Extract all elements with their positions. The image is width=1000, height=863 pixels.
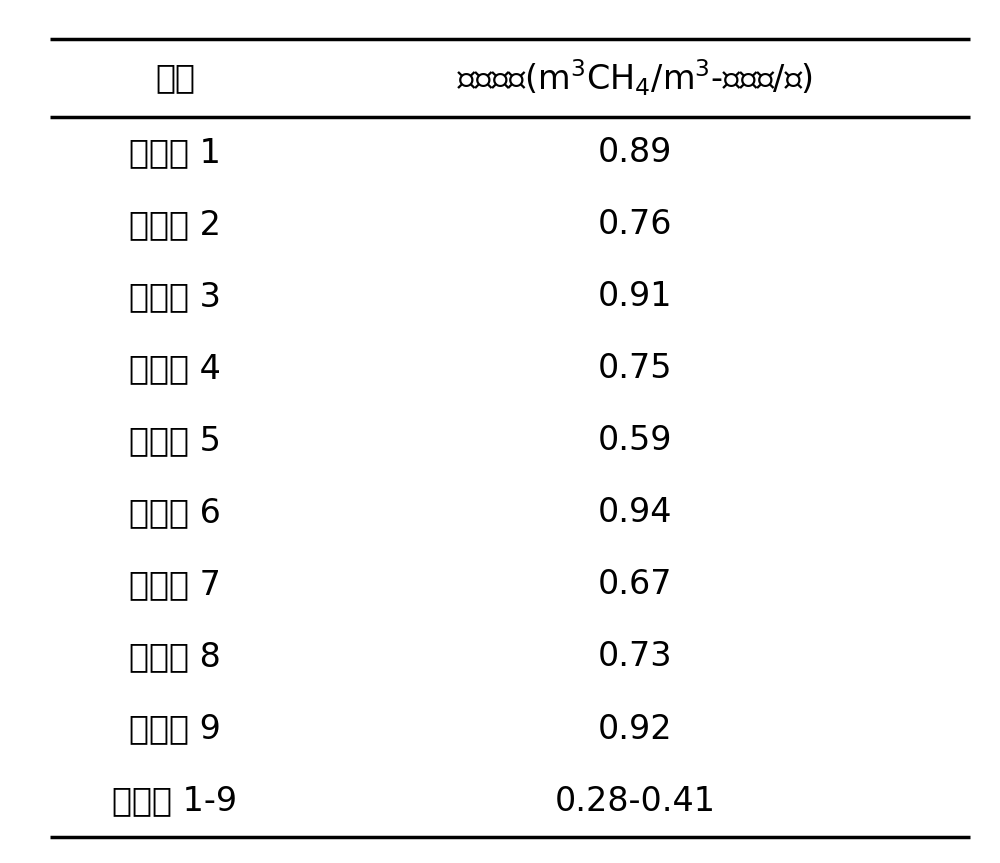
Text: 实施例 6: 实施例 6 bbox=[129, 496, 221, 529]
Text: 实施例 7: 实施例 7 bbox=[129, 569, 221, 602]
Text: 0.59: 0.59 bbox=[598, 425, 672, 457]
Text: 实施例 1: 实施例 1 bbox=[129, 136, 221, 169]
Text: 0.94: 0.94 bbox=[598, 496, 672, 529]
Text: 编号: 编号 bbox=[155, 61, 195, 94]
Text: 实施例 2: 实施例 2 bbox=[129, 208, 221, 241]
Text: 产甲烷量(m$^3$CH$_4$/m$^3$-反应器/天): 产甲烷量(m$^3$CH$_4$/m$^3$-反应器/天) bbox=[457, 58, 813, 98]
Text: 0.92: 0.92 bbox=[598, 713, 672, 746]
Text: 0.91: 0.91 bbox=[598, 280, 672, 313]
Text: 0.75: 0.75 bbox=[598, 352, 672, 385]
Text: 实施例 4: 实施例 4 bbox=[129, 352, 221, 385]
Text: 0.28-0.41: 0.28-0.41 bbox=[554, 784, 716, 817]
Text: 实施例 9: 实施例 9 bbox=[129, 713, 221, 746]
Text: 0.89: 0.89 bbox=[598, 136, 672, 169]
Text: 对比例 1-9: 对比例 1-9 bbox=[112, 784, 238, 817]
Text: 0.67: 0.67 bbox=[598, 569, 672, 602]
Text: 0.76: 0.76 bbox=[598, 208, 672, 241]
Text: 实施例 3: 实施例 3 bbox=[129, 280, 221, 313]
Text: 实施例 5: 实施例 5 bbox=[129, 425, 221, 457]
Text: 0.73: 0.73 bbox=[598, 640, 672, 673]
Text: 实施例 8: 实施例 8 bbox=[129, 640, 221, 673]
